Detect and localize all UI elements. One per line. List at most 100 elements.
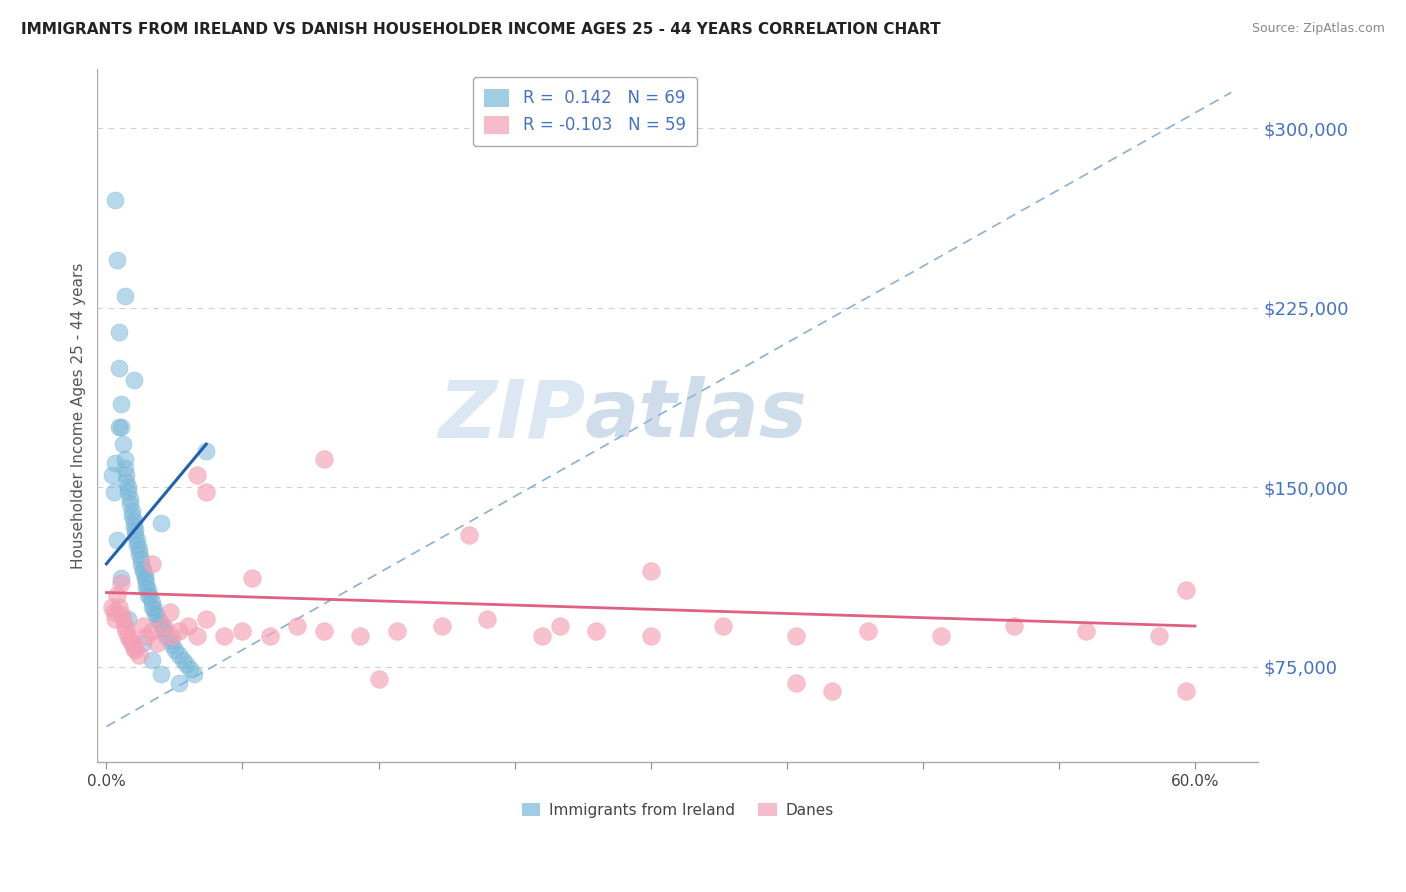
Point (124, 643, 146, 657)
Point (103, 605, 125, 619)
Point (179, 662, 201, 676)
Point (458, 528, 481, 542)
Point (108, 599, 131, 614)
Point (785, 676, 807, 690)
Point (114, 289, 136, 303)
Point (129, 552, 152, 566)
Point (155, 629, 177, 643)
Point (103, 485, 125, 500)
Point (121, 504, 143, 518)
Point (139, 591, 162, 605)
Point (1074, 624, 1097, 638)
Point (115, 624, 138, 638)
Point (108, 325, 131, 339)
Point (110, 607, 132, 621)
Point (135, 581, 157, 595)
Point (134, 569, 156, 583)
Text: atlas: atlas (585, 376, 808, 455)
Text: Source: ZipAtlas.com: Source: ZipAtlas.com (1251, 22, 1385, 36)
Point (146, 636, 169, 650)
Point (165, 643, 187, 657)
Point (105, 533, 128, 547)
Point (114, 619, 136, 633)
Point (477, 612, 499, 626)
Point (114, 461, 136, 475)
Point (385, 624, 408, 638)
Point (141, 557, 163, 571)
Point (117, 612, 139, 626)
Point (122, 640, 145, 655)
Point (141, 599, 163, 614)
Point (118, 492, 141, 507)
Point (174, 657, 197, 672)
Point (148, 614, 170, 628)
Point (122, 514, 145, 528)
Text: ZIP: ZIP (437, 376, 585, 455)
Point (131, 561, 153, 575)
Point (101, 599, 124, 614)
Point (117, 485, 139, 500)
Point (118, 633, 141, 648)
Point (195, 485, 218, 500)
Point (129, 557, 152, 571)
Text: IMMIGRANTS FROM IRELAND VS DANISH HOUSEHOLDER INCOME AGES 25 - 44 YEARS CORRELAT: IMMIGRANTS FROM IRELAND VS DANISH HOUSEH… (21, 22, 941, 37)
Point (134, 571, 156, 585)
Point (214, 629, 236, 643)
Point (314, 451, 336, 466)
Point (114, 451, 136, 466)
Point (104, 612, 127, 626)
Point (122, 518, 145, 533)
Point (149, 666, 172, 681)
Point (367, 672, 389, 686)
Point (349, 629, 371, 643)
Point (111, 612, 134, 626)
Point (105, 588, 128, 602)
Point (711, 619, 734, 633)
Point (142, 602, 165, 616)
Point (172, 652, 194, 666)
Point (121, 508, 143, 523)
Point (118, 497, 141, 511)
Point (430, 619, 453, 633)
Point (177, 619, 200, 633)
Point (153, 619, 176, 633)
Point (110, 571, 132, 585)
Point (1174, 683, 1197, 698)
Point (108, 420, 131, 434)
Point (821, 683, 844, 698)
Point (167, 648, 190, 662)
Point (108, 360, 131, 375)
Point (785, 629, 807, 643)
Point (110, 576, 132, 591)
Point (127, 538, 149, 552)
Point (167, 624, 190, 638)
Point (186, 468, 208, 483)
Point (159, 633, 181, 648)
Point (858, 624, 880, 638)
Point (141, 624, 163, 638)
Point (141, 595, 163, 609)
Point (115, 468, 138, 483)
Point (124, 528, 146, 542)
Point (1174, 583, 1197, 598)
Point (314, 624, 336, 638)
Point (104, 456, 127, 470)
Point (149, 616, 172, 631)
Point (585, 624, 607, 638)
Point (195, 444, 218, 458)
Point (285, 619, 308, 633)
Legend: Immigrants from Ireland, Danes: Immigrants from Ireland, Danes (516, 797, 841, 824)
Point (145, 607, 167, 621)
Point (640, 629, 662, 643)
Point (104, 193, 127, 207)
Point (548, 619, 571, 633)
Point (127, 533, 149, 547)
Point (640, 564, 662, 578)
Point (929, 629, 952, 643)
Point (128, 648, 150, 662)
Point (240, 571, 263, 585)
Point (101, 468, 124, 483)
Point (105, 252, 128, 267)
Point (115, 475, 138, 490)
Point (167, 676, 190, 690)
